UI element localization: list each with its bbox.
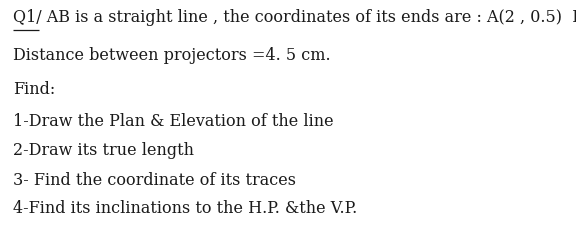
Text: Find:: Find: (13, 81, 55, 98)
Text: 3- Find the coordinate of its traces: 3- Find the coordinate of its traces (13, 171, 295, 188)
Text: Distance between projectors =4. 5 cm.: Distance between projectors =4. 5 cm. (13, 47, 330, 64)
Text: 1-Draw the Plan & Elevation of the line: 1-Draw the Plan & Elevation of the line (13, 112, 334, 129)
Text: Q1/ AB is a straight line , the coordinates of its ends are : A(2 , 0.5)  B( 2 ,: Q1/ AB is a straight line , the coordina… (13, 9, 576, 26)
Text: 2-Draw its true length: 2-Draw its true length (13, 142, 194, 159)
Text: 4-Find its inclinations to the H.P. &the V.P.: 4-Find its inclinations to the H.P. &the… (13, 200, 357, 216)
